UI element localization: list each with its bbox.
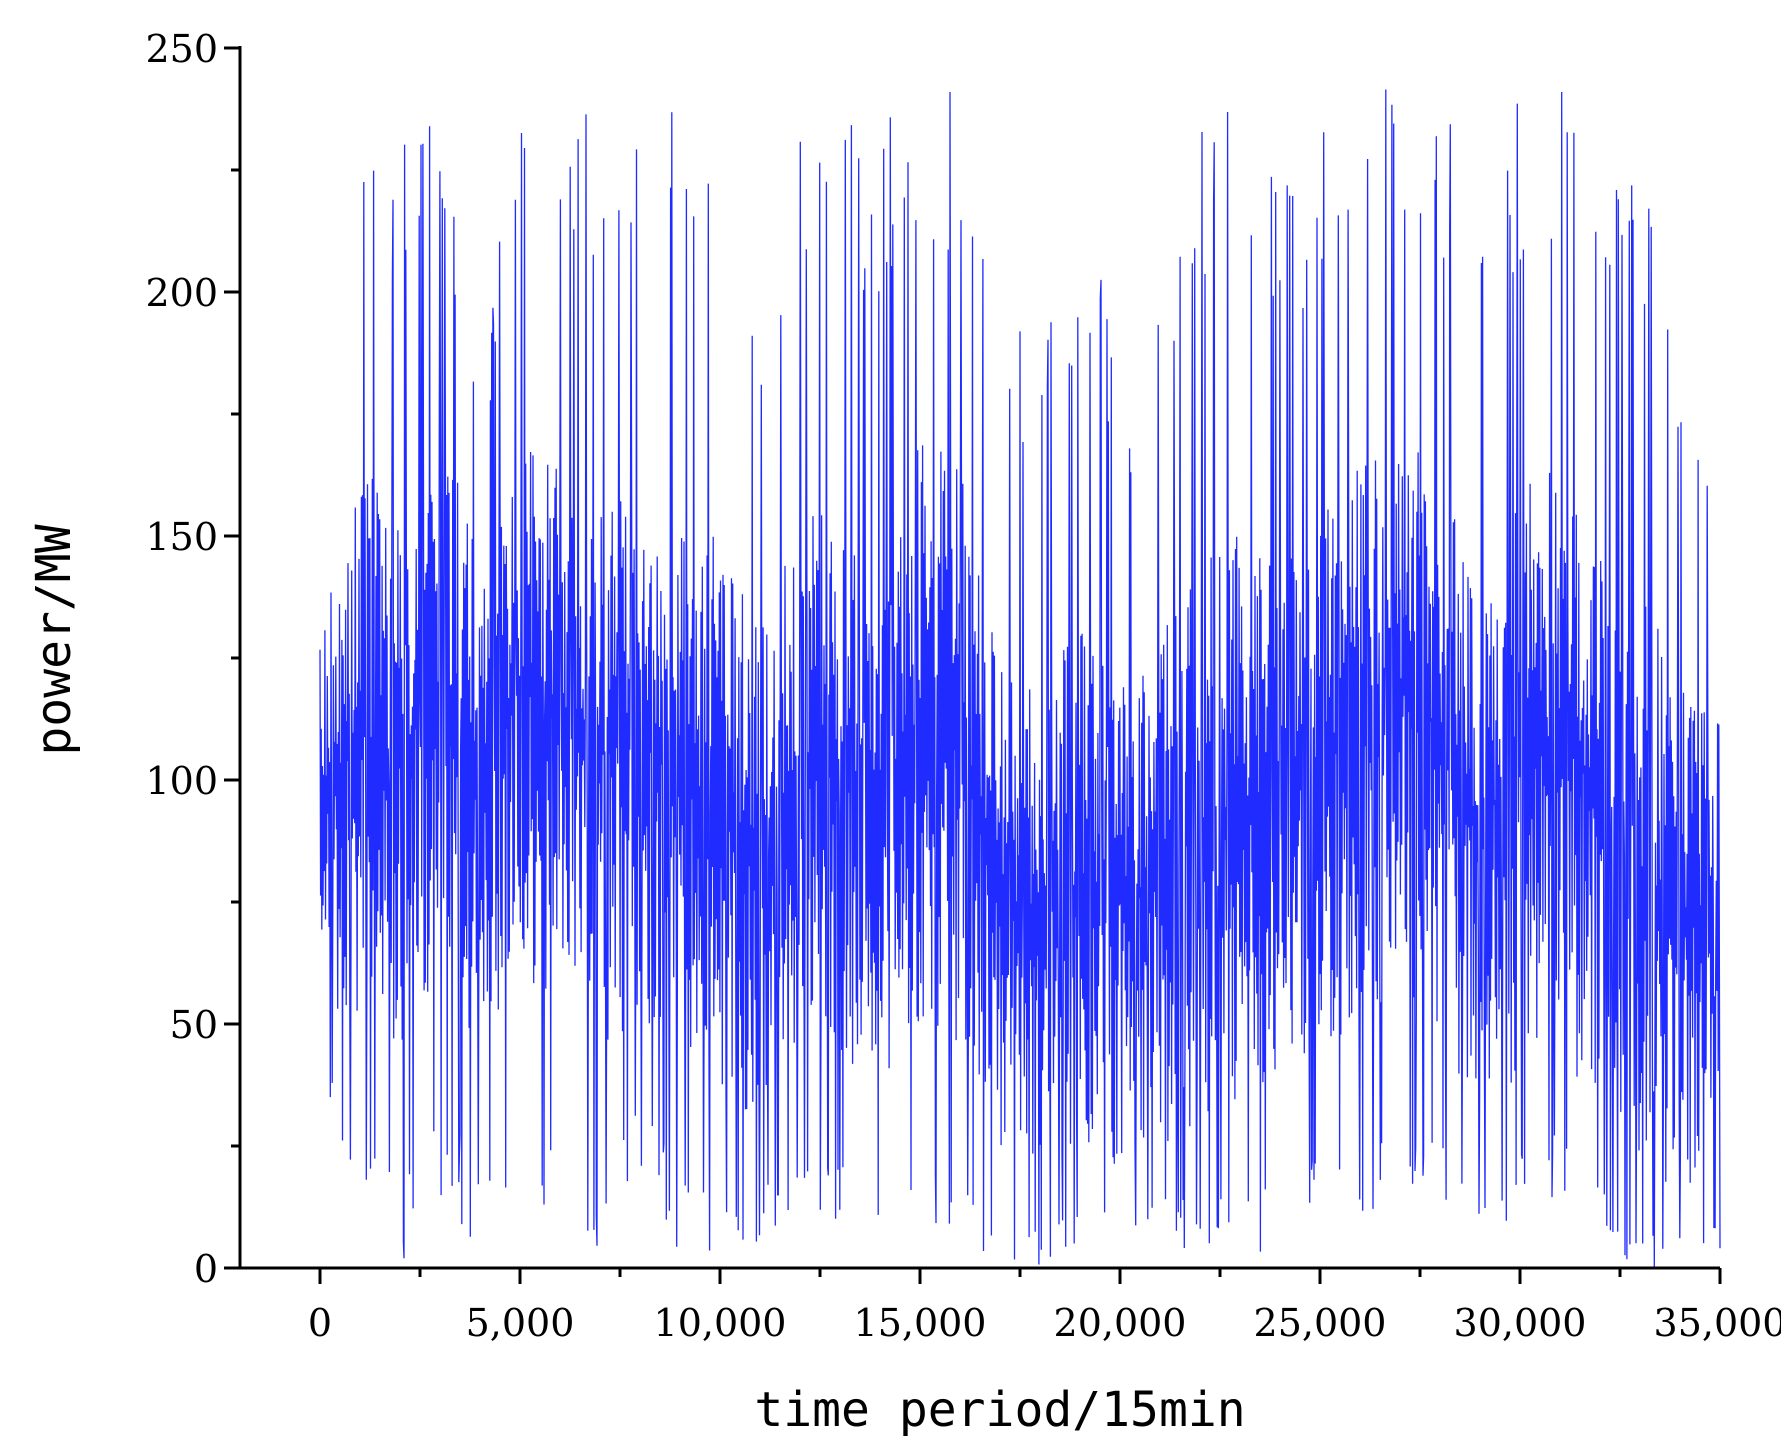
series-line-0 bbox=[319, 89, 1721, 1267]
x-tick-label: 5,000 bbox=[466, 1301, 575, 1345]
x-tick-label: 20,000 bbox=[1054, 1301, 1187, 1345]
y-tick-label: 200 bbox=[145, 271, 218, 315]
x-tick-label: 25,000 bbox=[1254, 1301, 1387, 1345]
y-tick-label: 50 bbox=[170, 1003, 218, 1047]
x-tick-label: 15,000 bbox=[854, 1301, 987, 1345]
series-layer bbox=[319, 89, 1721, 1267]
y-tick-label: 150 bbox=[145, 515, 218, 559]
x-tick-label: 35,000 bbox=[1654, 1301, 1781, 1345]
x-tick-label: 10,000 bbox=[654, 1301, 787, 1345]
axes-layer: 0 5,000 10,000 15,000 20,000 25,000 30,000 35,0… bbox=[145, 27, 1781, 1345]
y-tick-label: 100 bbox=[145, 759, 218, 803]
y-axis-title: power/MW bbox=[26, 524, 82, 755]
x-tick-label: 0 bbox=[308, 1301, 332, 1345]
y-tick-label: 250 bbox=[145, 27, 218, 71]
x-tick-label: 30,000 bbox=[1454, 1301, 1587, 1345]
x-axis-title: time period/15min bbox=[754, 1382, 1245, 1438]
y-tick-label: 0 bbox=[194, 1247, 218, 1291]
